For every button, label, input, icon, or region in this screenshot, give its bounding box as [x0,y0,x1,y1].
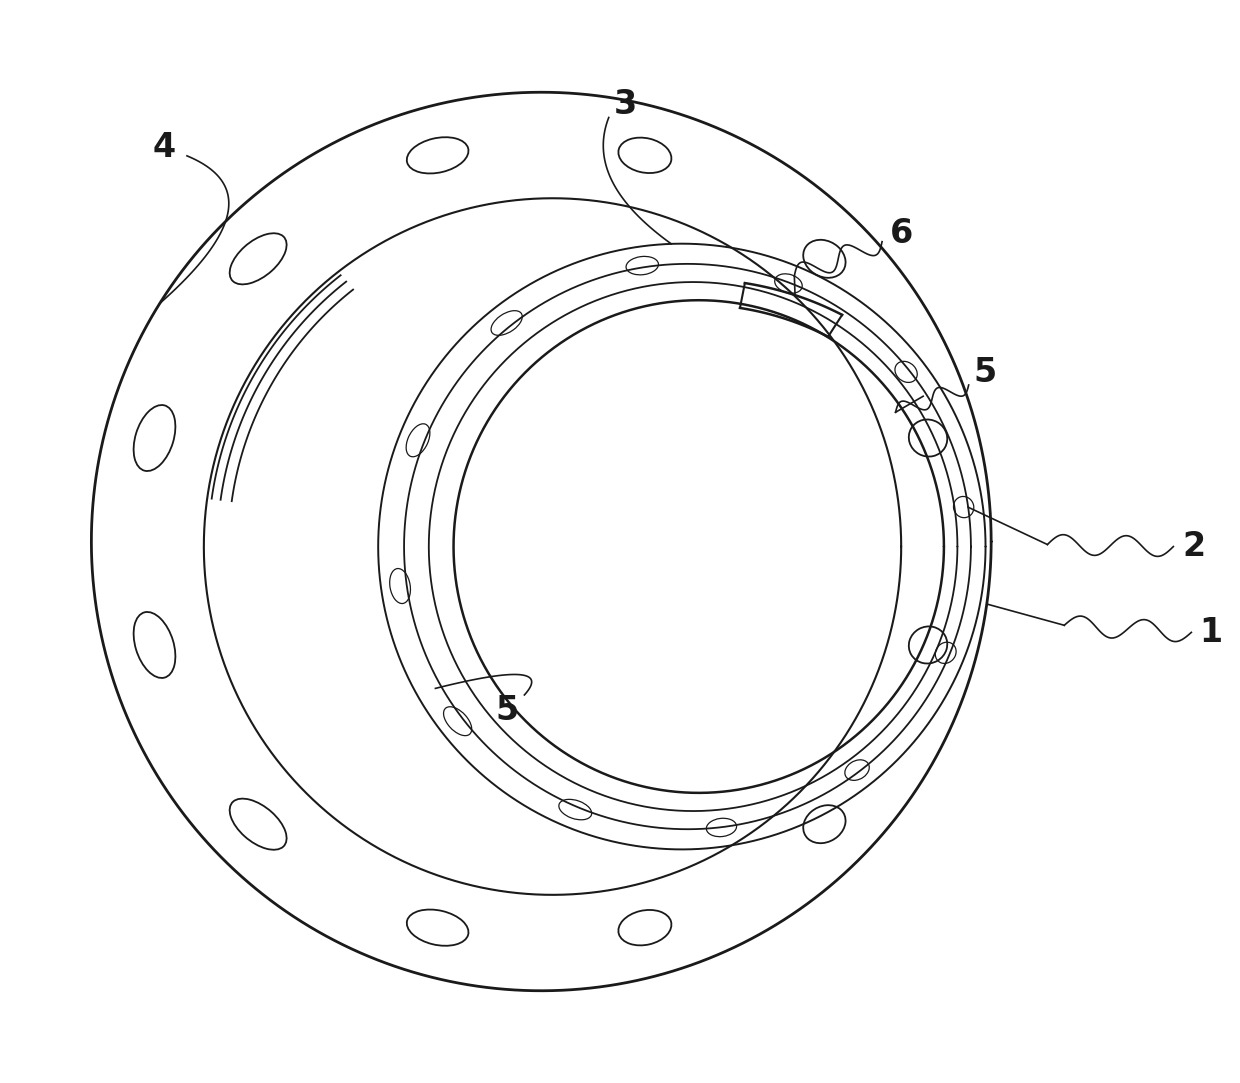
Text: 6: 6 [889,217,913,250]
Text: 3: 3 [614,88,637,121]
Text: 5: 5 [496,693,520,727]
Text: 5: 5 [973,356,997,390]
Text: 1: 1 [1199,616,1223,649]
Text: 4: 4 [153,131,176,165]
Text: 2: 2 [1182,530,1205,563]
